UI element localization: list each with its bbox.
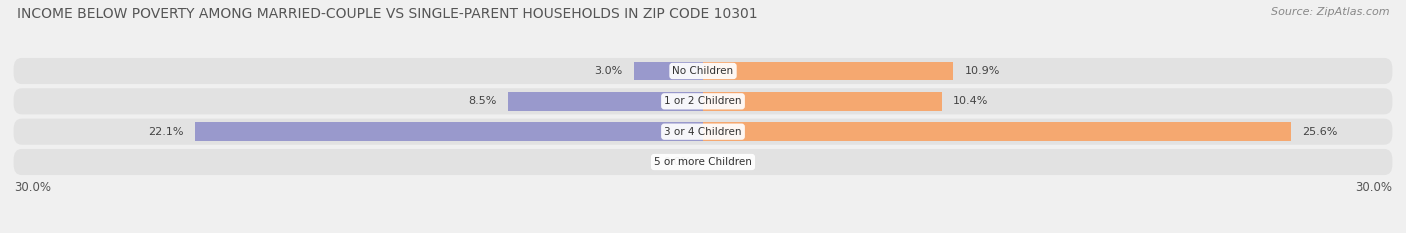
Text: 30.0%: 30.0% xyxy=(1355,181,1392,194)
Text: 1 or 2 Children: 1 or 2 Children xyxy=(664,96,742,106)
Text: 25.6%: 25.6% xyxy=(1302,127,1337,137)
Text: 0.0%: 0.0% xyxy=(664,157,692,167)
Text: 8.5%: 8.5% xyxy=(468,96,496,106)
Text: 10.4%: 10.4% xyxy=(953,96,988,106)
Bar xyxy=(703,122,1291,141)
Bar xyxy=(703,92,942,111)
Text: 10.9%: 10.9% xyxy=(965,66,1000,76)
Bar xyxy=(195,122,703,141)
Legend: Married Couples, Single Parents: Married Couples, Single Parents xyxy=(575,229,831,233)
Text: 3.0%: 3.0% xyxy=(595,66,623,76)
Text: 22.1%: 22.1% xyxy=(149,127,184,137)
Text: 0.0%: 0.0% xyxy=(714,157,742,167)
Text: INCOME BELOW POVERTY AMONG MARRIED-COUPLE VS SINGLE-PARENT HOUSEHOLDS IN ZIP COD: INCOME BELOW POVERTY AMONG MARRIED-COUPL… xyxy=(17,7,758,21)
Text: 30.0%: 30.0% xyxy=(14,181,51,194)
FancyBboxPatch shape xyxy=(14,88,1392,114)
Text: Source: ZipAtlas.com: Source: ZipAtlas.com xyxy=(1271,7,1389,17)
Bar xyxy=(634,62,703,80)
Bar xyxy=(703,62,953,80)
FancyBboxPatch shape xyxy=(14,149,1392,175)
Text: 5 or more Children: 5 or more Children xyxy=(654,157,752,167)
FancyBboxPatch shape xyxy=(14,119,1392,145)
FancyBboxPatch shape xyxy=(14,58,1392,84)
Text: 3 or 4 Children: 3 or 4 Children xyxy=(664,127,742,137)
Text: No Children: No Children xyxy=(672,66,734,76)
Bar xyxy=(508,92,703,111)
